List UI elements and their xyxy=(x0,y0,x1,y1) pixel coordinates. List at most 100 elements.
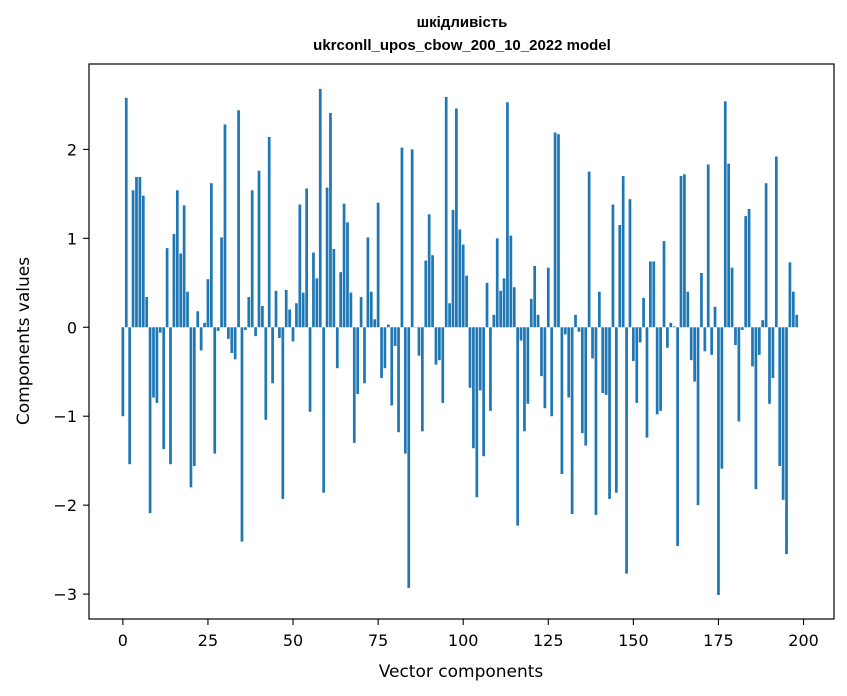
x-tick-label: 200 xyxy=(788,631,819,650)
bar-component-40 xyxy=(257,170,261,328)
bar-component-41 xyxy=(261,305,264,328)
bar-component-68 xyxy=(352,327,356,443)
bar-component-117 xyxy=(519,327,523,341)
bar-component-183 xyxy=(744,216,748,328)
bar-component-76 xyxy=(380,327,383,378)
bar-component-175 xyxy=(717,327,720,595)
bar-component-182 xyxy=(740,327,744,330)
bar-component-44 xyxy=(271,327,274,384)
x-tick-label: 50 xyxy=(283,631,303,650)
bar-component-137 xyxy=(587,171,591,328)
bar-component-119 xyxy=(526,327,530,404)
bar-component-161 xyxy=(669,322,673,328)
bar-component-151 xyxy=(635,327,639,403)
bar-component-38 xyxy=(250,190,254,328)
bar-component-174 xyxy=(713,306,717,328)
bar-component-166 xyxy=(686,291,690,328)
bar-component-195 xyxy=(785,327,788,555)
bar-component-185 xyxy=(751,327,754,367)
y-tick-label: −2 xyxy=(53,496,77,515)
bar-component-25 xyxy=(206,279,210,328)
bar-component-99 xyxy=(458,229,462,328)
bar-component-122 xyxy=(536,314,540,328)
bar-component-55 xyxy=(308,327,312,412)
bar-component-70 xyxy=(359,297,363,328)
bar-component-56 xyxy=(312,252,315,328)
bar-component-61 xyxy=(329,112,332,328)
bar-component-96 xyxy=(448,303,451,328)
bar-component-75 xyxy=(376,202,380,328)
bar-component-84 xyxy=(407,327,411,588)
bar-component-29 xyxy=(220,237,223,328)
bar-component-103 xyxy=(472,327,475,449)
bar-component-60 xyxy=(325,187,329,328)
bar-component-13 xyxy=(165,248,169,328)
bar-component-149 xyxy=(628,199,632,328)
bar-component-98 xyxy=(455,108,458,328)
bar-component-32 xyxy=(230,327,234,354)
bar-component-157 xyxy=(655,327,659,415)
bar-component-65 xyxy=(342,203,346,328)
bar-component-196 xyxy=(788,262,792,328)
x-tick-label: 150 xyxy=(618,631,649,650)
x-tick-label: 75 xyxy=(368,631,388,650)
bar-component-132 xyxy=(570,327,574,515)
bar-component-191 xyxy=(771,327,775,378)
bar-component-197 xyxy=(791,291,795,328)
bar-component-83 xyxy=(403,327,407,454)
bar-component-59 xyxy=(322,327,326,493)
bar-component-180 xyxy=(734,327,737,346)
bar-component-150 xyxy=(632,327,635,362)
bar-component-127 xyxy=(553,132,557,328)
bar-component-78 xyxy=(386,324,390,328)
bar-component-130 xyxy=(563,327,567,335)
bar-component-97 xyxy=(451,209,455,328)
x-tick-label: 175 xyxy=(703,631,734,650)
bar-component-116 xyxy=(516,327,520,526)
bar-component-89 xyxy=(424,260,428,328)
bar-component-134 xyxy=(577,327,581,332)
bar-component-58 xyxy=(318,88,322,328)
bar-component-146 xyxy=(618,224,622,328)
bar-component-107 xyxy=(485,282,489,328)
bar-component-144 xyxy=(611,204,615,328)
bar-component-94 xyxy=(441,327,445,403)
bar-component-17 xyxy=(179,253,183,328)
bar-component-145 xyxy=(614,327,618,493)
bar-component-85 xyxy=(410,149,414,328)
bar-component-101 xyxy=(465,275,468,328)
bar-component-170 xyxy=(700,273,703,328)
bar-component-33 xyxy=(233,327,237,360)
bar-component-147 xyxy=(621,176,625,328)
y-axis-ticks: −3 −2 −1 0 1 2 xyxy=(53,140,89,604)
bar-component-173 xyxy=(710,327,714,355)
bar-component-80 xyxy=(393,327,397,346)
bar-component-48 xyxy=(284,289,288,328)
bar-component-3 xyxy=(131,190,135,328)
bar-component-74 xyxy=(373,319,377,328)
chart-subtitle: ukrconll_upos_cbow_200_10_2022 model xyxy=(313,37,611,54)
bar-component-154 xyxy=(645,327,649,438)
bar-component-108 xyxy=(489,327,492,411)
bar-component-79 xyxy=(390,327,394,406)
bar-component-21 xyxy=(192,327,196,467)
bar-component-102 xyxy=(468,327,472,388)
bar-component-12 xyxy=(162,327,166,450)
bar-component-124 xyxy=(543,327,547,409)
bar-component-24 xyxy=(203,322,206,328)
bar-component-19 xyxy=(186,291,189,328)
bar-component-190 xyxy=(768,327,771,404)
bar-component-91 xyxy=(431,255,434,328)
bar-component-71 xyxy=(363,327,366,384)
bar-component-136 xyxy=(584,327,588,446)
bar-component-104 xyxy=(475,327,479,498)
bar-component-113 xyxy=(506,102,509,328)
bar-component-105 xyxy=(478,327,482,391)
bar-component-22 xyxy=(196,311,200,328)
bar-component-168 xyxy=(693,327,696,382)
bar-component-198 xyxy=(795,314,799,328)
bar-component-77 xyxy=(383,327,387,369)
bar-component-179 xyxy=(730,267,734,328)
bar-component-87 xyxy=(417,327,421,356)
bar-component-177 xyxy=(723,101,727,328)
